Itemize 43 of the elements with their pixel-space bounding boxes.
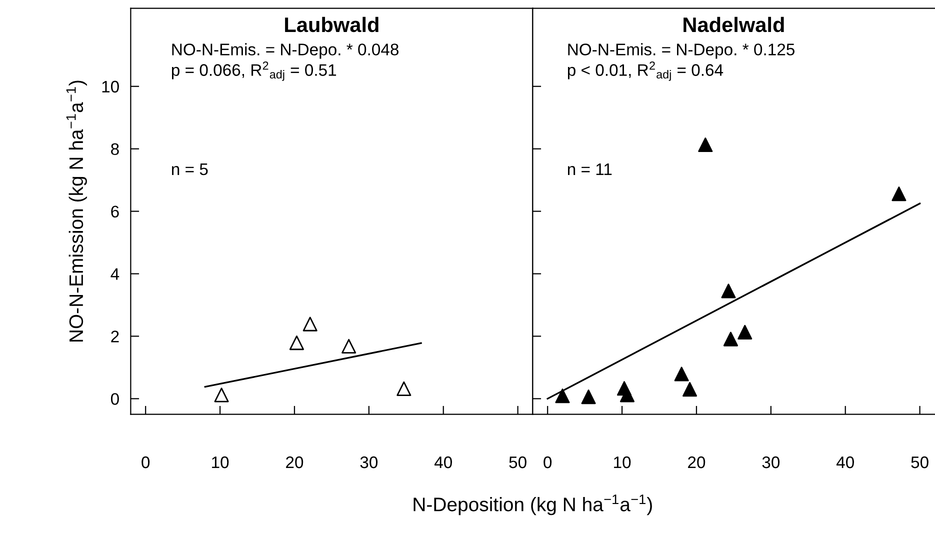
point [555, 388, 570, 404]
point [581, 390, 596, 404]
annotation: n = 5 [172, 164, 208, 176]
point [620, 388, 635, 402]
annotation: p < 0.01, R$^{2}$$_{adj}$ = 0.64 [568, 61, 724, 81]
x-tick-label: 20 [688, 456, 706, 468]
y-tick-label: 10 [102, 80, 119, 93]
y-tick-label: 0 [110, 393, 119, 405]
annotation: p = 0.066, R$^{2}$$_{adj}$ = 0.51 [172, 61, 336, 81]
y-tick-label: 4 [110, 268, 120, 280]
y-tick-label: 8 [111, 143, 119, 156]
x-tick-label: 50 [911, 456, 928, 468]
x-tick-label: 10 [212, 456, 229, 468]
y-tick-label: 2 [111, 330, 119, 342]
point [289, 336, 304, 350]
point [214, 388, 229, 402]
y-tick-label: 6 [111, 206, 119, 218]
x-tick-label: 0 [544, 456, 552, 468]
x-tick-label: 10 [614, 456, 631, 468]
y-axis-title: NO-N-Emission (kg N ha$^{−1}$a$^{−1}$) [66, 80, 87, 342]
x-tick-label: 0 [142, 456, 150, 468]
x-tick-label: 40 [836, 456, 854, 468]
point [723, 332, 738, 346]
annotation: NO-N-Emis. = N-Depo. * 0.048 [172, 43, 398, 59]
point [682, 382, 698, 397]
point [396, 381, 412, 396]
point [721, 284, 736, 298]
point [342, 338, 356, 354]
x-tick-label: 30 [360, 456, 378, 468]
chart-title: Nadelwald [684, 16, 784, 32]
x-tick-label: 50 [509, 456, 526, 468]
x-tick-label: 20 [286, 456, 304, 468]
x-axis-title: N-Deposition (kg N ha$^{−1}$a$^{−1}$) [414, 494, 652, 516]
point [674, 366, 689, 382]
annotation: NO-N-Emis. = N-Depo. * 0.125 [568, 43, 794, 59]
annotation: n = 11 [568, 164, 612, 176]
point [738, 324, 752, 340]
point [892, 186, 906, 202]
point [302, 316, 318, 332]
x-tick-label: 30 [762, 456, 780, 468]
point [698, 137, 713, 152]
chart-title: Laubwald [285, 16, 378, 32]
x-tick-label: 40 [434, 456, 452, 468]
